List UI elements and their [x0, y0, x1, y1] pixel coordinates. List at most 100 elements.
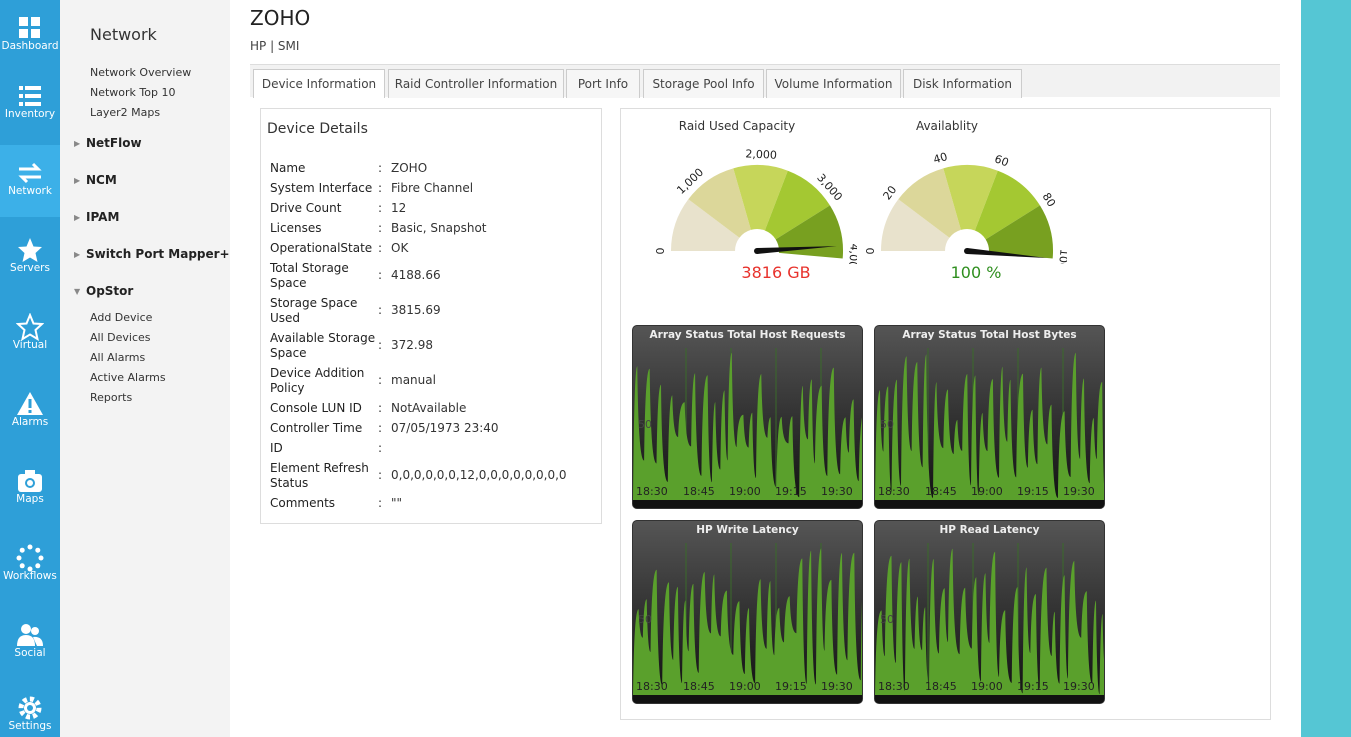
sidebar-link-active-alarms[interactable]: Active Alarms: [90, 371, 166, 384]
gauge-value-raid-used-capacity: 3816 GB: [741, 263, 811, 282]
detail-separator: :: [378, 421, 383, 435]
chart-x-tick: 19:30: [1063, 485, 1095, 498]
rail-maps[interactable]: Maps: [0, 453, 60, 525]
rail-social-label: Social: [14, 647, 46, 659]
settings-icon: [18, 696, 42, 720]
chart-plot: [875, 521, 1104, 703]
chart-x-tick: 19:15: [1017, 680, 1049, 693]
chart-title: Array Status Total Host Bytes: [902, 329, 1077, 341]
sidebar-group-label: Switch Port Mapper+: [86, 247, 230, 261]
detail-label: Available Storage Space: [270, 331, 376, 360]
detail-separator: :: [378, 373, 383, 387]
dashboard-icon: [19, 17, 40, 38]
rail-settings-label: Settings: [8, 720, 52, 732]
chart-x-tick: 19:00: [971, 680, 1003, 693]
chart-x-tick: 19:15: [1017, 485, 1049, 498]
tab-port-info[interactable]: Port Info: [566, 69, 640, 98]
rail-settings[interactable]: Settings: [0, 680, 60, 737]
device-details-title: Device Details: [267, 121, 368, 137]
gauge-tick-label: 0: [864, 248, 877, 255]
chevron-right-icon: ▶: [74, 139, 81, 148]
detail-label: Device Addition Policy: [270, 366, 365, 395]
detail-value: 4188.66: [391, 268, 441, 282]
rail-workflows[interactable]: Workflows: [0, 530, 60, 602]
sidebar-link-layer2-maps[interactable]: Layer2 Maps: [90, 106, 161, 119]
gauge-tick-label: 4,000: [845, 243, 857, 264]
chart-x-tick: 19:30: [821, 485, 853, 498]
sidebar-group-ncm[interactable]: ▶ NCM: [74, 173, 117, 187]
tab-volume-information[interactable]: Volume Information: [766, 69, 901, 98]
chart-x-tick: 19:00: [729, 680, 761, 693]
gauge-band: [985, 205, 1053, 259]
detail-value: ZOHO: [391, 161, 428, 175]
detail-label: Total Storage Space: [270, 261, 349, 290]
workflows-icon: [16, 544, 44, 572]
tab-device-information[interactable]: Device Information: [253, 69, 385, 98]
detail-label: Comments: [270, 496, 336, 510]
gauge-tick-label: 0: [654, 248, 667, 255]
detail-label: ID: [270, 441, 283, 455]
detail-separator: :: [378, 241, 383, 255]
chart-area: [875, 548, 1104, 695]
sidebar-group-switch-port-mapper[interactable]: ▶ Switch Port Mapper+: [74, 247, 230, 261]
sidebar-link-all-devices[interactable]: All Devices: [90, 331, 151, 344]
sidebar-link-network-top-10[interactable]: Network Top 10: [90, 86, 176, 99]
sidebar-link-reports[interactable]: Reports: [90, 391, 133, 404]
chart-x-tick: 18:30: [878, 485, 910, 498]
gauge-title-availability: Availablity: [915, 119, 979, 133]
sidebar-link-add-device[interactable]: Add Device: [90, 311, 153, 324]
gauge-tick-label: 100: [1056, 248, 1067, 264]
chart-y-tick: 50: [880, 418, 894, 431]
gauge-band: [898, 168, 961, 238]
chart-title: HP Write Latency: [696, 524, 799, 536]
tab-bar: Device Information Raid Controller Infor…: [250, 64, 1280, 98]
rail-network[interactable]: Network: [0, 145, 60, 217]
metrics-panel: Raid Used Capacity Availablity 0 1,000 2,0…: [620, 108, 1271, 720]
rail-social[interactable]: Social: [0, 607, 60, 679]
rail-dashboard[interactable]: Dashboard: [0, 0, 60, 72]
detail-label: Element Refresh Status: [270, 461, 369, 490]
sidebar-link-all-alarms[interactable]: All Alarms: [90, 351, 146, 364]
tab-storage-pool-info[interactable]: Storage Pool Info: [643, 69, 764, 98]
rail-alarms[interactable]: Alarms: [0, 376, 60, 448]
sidebar-group-netflow[interactable]: ▶ NetFlow: [74, 136, 142, 150]
rail-network-label: Network: [8, 185, 52, 197]
chart-x-tick: 19:30: [821, 680, 853, 693]
right-edge-strip: [1301, 0, 1351, 737]
chart-plot: [875, 326, 1104, 508]
chart-x-tick: 18:30: [878, 680, 910, 693]
sidebar-link-network-overview[interactable]: Network Overview: [90, 66, 192, 79]
chart-hp-write-latency: HP Write Latency 50 18:30 18:45 19:00 19:15 19…: [632, 520, 863, 704]
gauge-band: [733, 165, 788, 231]
rail-workflows-label: Workflows: [3, 570, 57, 582]
sidebar-group-ipam[interactable]: ▶ IPAM: [74, 210, 119, 224]
alarms-icon: [17, 392, 43, 415]
device-details-panel: Device Details Name: ZOHO System Interface…: [260, 108, 602, 524]
tab-disk-information[interactable]: Disk Information: [903, 69, 1022, 98]
chart-array-status-total-host-bytes: Array Status Total Host Bytes 50 18:30 18:4…: [874, 325, 1105, 509]
sidebar: Network Network Overview Network Top 10 …: [60, 0, 230, 737]
detail-separator: :: [378, 221, 383, 235]
chart-area: [633, 548, 862, 695]
maps-icon: [18, 470, 42, 492]
detail-separator: :: [378, 181, 383, 195]
rail-servers[interactable]: Servers: [0, 222, 60, 294]
tab-raid-controller-information[interactable]: Raid Controller Information: [388, 69, 564, 98]
chevron-right-icon: ▶: [74, 250, 81, 259]
rail-inventory[interactable]: Inventory: [0, 68, 60, 140]
detail-value: Basic, Snapshot: [391, 221, 487, 235]
detail-separator: :: [378, 201, 383, 215]
chart-x-tick: 18:30: [636, 680, 668, 693]
rail-virtual[interactable]: Virtual: [0, 299, 60, 371]
sidebar-group-opstor[interactable]: ▼ OpStor: [74, 284, 133, 298]
detail-label: Licenses: [270, 221, 322, 235]
chart-area: [633, 352, 862, 500]
gauge-band: [974, 170, 1040, 240]
chart-x-tick: 19:15: [775, 680, 807, 693]
detail-separator: :: [378, 303, 383, 317]
sidebar-group-label: NCM: [86, 173, 117, 187]
rail-virtual-label: Virtual: [12, 339, 48, 351]
gauge-tick-label: 2,000: [745, 147, 777, 161]
detail-value: 12: [391, 201, 407, 215]
